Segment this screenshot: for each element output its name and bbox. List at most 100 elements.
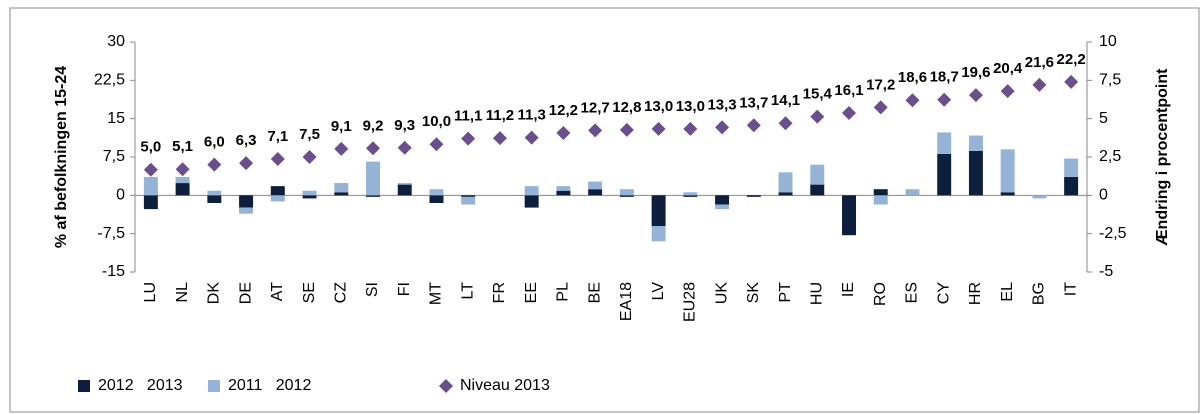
y-tick-label: 0 <box>116 187 125 204</box>
value-label: 14,1 <box>771 92 800 109</box>
value-label: 19,6 <box>961 64 990 81</box>
y2-tick-label: 10 <box>1099 33 1117 50</box>
y2-tick-label: 5 <box>1099 110 1108 127</box>
legend-swatch <box>439 379 453 393</box>
point <box>207 157 222 172</box>
y2-tick-label: 0 <box>1099 187 1108 204</box>
point <box>968 88 983 103</box>
bar <box>143 176 158 196</box>
x-tick-label: HU <box>808 282 825 305</box>
point <box>842 106 856 121</box>
bar <box>524 186 539 196</box>
x-tick-label: BG <box>1031 282 1048 305</box>
x-tick-label: LU <box>142 282 159 302</box>
value-label: 6,3 <box>236 132 257 149</box>
x-tick-label: CZ <box>332 282 349 304</box>
chart-frame <box>9 7 1200 413</box>
value-label: 12,8 <box>612 99 641 116</box>
value-label: 7,5 <box>299 126 320 143</box>
value-label: 13,0 <box>676 98 705 115</box>
x-tick-label: AT <box>269 282 286 301</box>
point <box>1032 77 1047 92</box>
y2-tick-label: 7,5 <box>1099 72 1121 89</box>
x-tick-label: NL <box>174 282 191 303</box>
point <box>1000 84 1015 99</box>
x-tick-label: ES <box>904 282 921 303</box>
bar <box>715 204 730 210</box>
point <box>143 162 158 177</box>
legend-swatch <box>208 380 220 392</box>
point <box>556 125 571 140</box>
value-label: 11,2 <box>486 107 514 124</box>
x-tick-label: DE <box>237 282 254 304</box>
y-tick-label: 22,5 <box>94 72 125 89</box>
point <box>873 100 888 115</box>
point <box>619 122 634 137</box>
value-label: 12,7 <box>581 99 610 116</box>
x-tick-label: LT <box>459 282 476 300</box>
x-tick-label: PT <box>777 282 794 303</box>
value-label: 15,4 <box>803 86 833 103</box>
y-tick-label: -15 <box>102 263 125 280</box>
point <box>461 131 476 146</box>
value-label: 5,1 <box>172 138 193 155</box>
x-tick-label: HR <box>967 282 984 305</box>
legend-label: 2012 2013 <box>98 377 183 394</box>
x-tick-label: IE <box>840 282 857 297</box>
bar <box>397 183 412 185</box>
bar <box>143 195 158 210</box>
x-tick-label: DK <box>206 282 223 305</box>
point <box>239 156 254 171</box>
value-label: 7,1 <box>267 128 288 145</box>
value-label: 5,0 <box>140 139 161 156</box>
bar <box>968 150 983 196</box>
bar <box>715 195 730 205</box>
value-label: 13,7 <box>739 94 768 111</box>
bar <box>1000 149 1015 193</box>
value-label: 9,1 <box>331 118 352 135</box>
point <box>810 109 825 124</box>
bar <box>683 192 698 196</box>
y-axis-title: % af befolkningen 15-24 <box>53 66 70 248</box>
value-label: 11,1 <box>454 108 482 125</box>
value-label: 13,0 <box>644 98 673 115</box>
bar <box>302 195 317 199</box>
bar <box>937 132 952 154</box>
bar <box>239 207 254 214</box>
value-label: 22,2 <box>1057 51 1086 68</box>
value-label: 13,3 <box>707 96 736 113</box>
bar <box>778 192 793 196</box>
bar <box>1064 158 1079 177</box>
point <box>397 140 412 155</box>
bar <box>334 192 349 196</box>
legend-label: Niveau 2013 <box>460 377 550 394</box>
bar <box>524 195 539 208</box>
bar <box>302 190 317 196</box>
bar <box>873 189 888 196</box>
bar <box>334 183 349 193</box>
point <box>1064 74 1079 89</box>
bar <box>461 195 476 197</box>
bar <box>778 172 793 193</box>
value-label: 18,6 <box>898 69 927 86</box>
bar <box>1064 176 1079 196</box>
bar <box>588 189 603 196</box>
bar <box>810 164 825 185</box>
x-tick-label: BE <box>586 282 603 303</box>
point <box>905 93 920 108</box>
bar <box>619 195 634 197</box>
point <box>270 152 285 167</box>
bar <box>746 195 761 197</box>
bar <box>905 189 920 196</box>
x-tick-label: FR <box>491 282 508 303</box>
point <box>334 141 349 156</box>
y2-tick-label: -5 <box>1099 263 1113 280</box>
point <box>937 92 952 107</box>
legend-label: 2011 2012 <box>228 377 311 394</box>
x-tick-label: EU28 <box>682 282 699 322</box>
bar <box>1032 195 1047 199</box>
value-label: 6,0 <box>204 134 225 151</box>
bar <box>366 195 380 197</box>
y2-tick-label: -2,5 <box>1099 225 1127 242</box>
